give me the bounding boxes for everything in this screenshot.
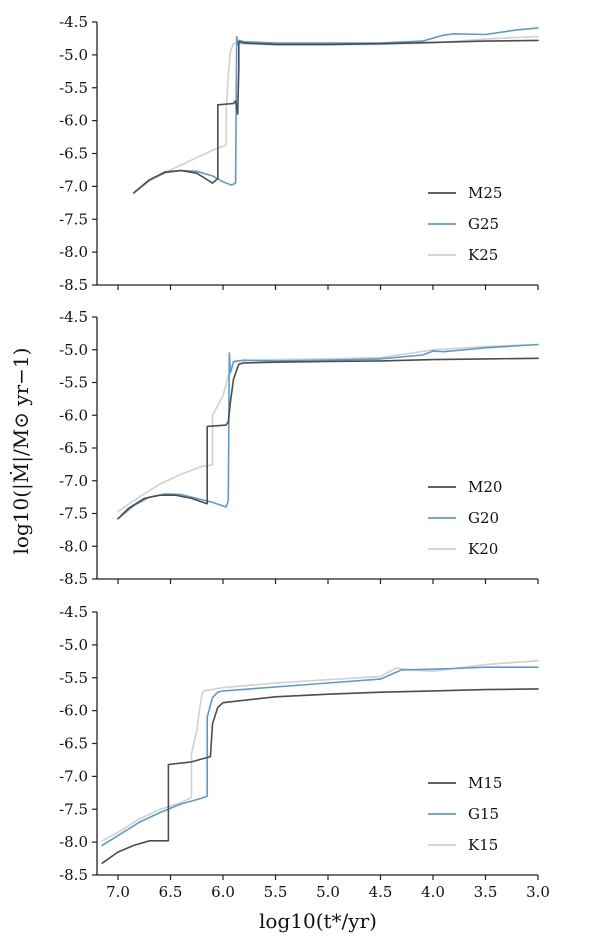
y-tick-label: -8.5 <box>59 866 88 884</box>
y-tick-label: -8.5 <box>59 570 88 588</box>
series-line-m25 <box>133 39 539 194</box>
x-tick-label: 6.5 <box>159 883 183 901</box>
y-tick-label: -6.0 <box>59 702 88 720</box>
series-line-g25 <box>133 27 539 194</box>
y-tick-label: -5.5 <box>59 669 88 687</box>
legend: M25 G25 K25 <box>428 184 502 264</box>
y-tick-label: -6.5 <box>59 735 88 753</box>
y-axis-title: log10(|Ṁ|/M⊙ yr−1) <box>9 348 34 555</box>
series-line-m15 <box>101 688 539 865</box>
panel-1: -4.5 -5.0 -5.5 -6.0 -6.5 -7.0 -7.5 -8.0 -8.5 M25 G… <box>59 13 539 294</box>
y-tick-label: -5.0 <box>59 636 88 654</box>
panels: -4.5 -5.0 -5.5 -6.0 -6.5 -7.0 -7.5 -8.0 -8.5 M25 G… <box>59 13 550 901</box>
panel-3: -4.5 -5.0 -5.5 -6.0 -6.5 -7.0 -7.5 -8.0 -8.5 7.0 6… <box>59 603 550 901</box>
series-line-m20 <box>117 357 539 520</box>
legend-label-k25: K25 <box>468 246 498 264</box>
y-tick-label: -4.5 <box>59 308 88 326</box>
series-line-g20 <box>117 343 539 520</box>
series-line-k20 <box>117 343 539 513</box>
y-tick-label: -8.0 <box>59 243 88 261</box>
y-tick-label: -4.5 <box>59 603 88 621</box>
x-axis-title: log10(t*/yr) <box>259 909 377 933</box>
x-tick-label: 7.0 <box>106 883 130 901</box>
y-tick-label: -5.5 <box>59 374 88 392</box>
x-tick-label: 4.0 <box>421 883 445 901</box>
y-tick-label: -5.0 <box>59 341 88 359</box>
x-tick-label: 3.0 <box>526 883 550 901</box>
y-tick-label: -6.0 <box>59 112 88 130</box>
x-tick-label: 5.5 <box>264 883 288 901</box>
y-tick-label: -7.5 <box>59 505 88 523</box>
x-tick-label: 6.0 <box>211 883 235 901</box>
y-tick-label: -5.0 <box>59 46 88 64</box>
legend-label-m20: M20 <box>468 478 502 496</box>
series-line-k25 <box>133 35 539 194</box>
panel-2: -4.5 -5.0 -5.5 -6.0 -6.5 -7.0 -7.5 -8.0 -8.5 M20 G… <box>59 308 539 588</box>
y-tick-label: -7.0 <box>59 177 88 195</box>
y-tick-label: -7.5 <box>59 800 88 818</box>
y-tick-label: -5.5 <box>59 79 88 97</box>
legend-label-k20: K20 <box>468 540 498 558</box>
legend-label-m15: M15 <box>468 774 502 792</box>
y-tick-label: -6.5 <box>59 439 88 457</box>
legend-label-g20: G20 <box>468 509 499 527</box>
y-tick-label: -8.5 <box>59 276 88 294</box>
y-tick-label: -6.5 <box>59 145 88 163</box>
y-tick-label: -4.5 <box>59 13 88 31</box>
series-line-g15 <box>101 666 539 847</box>
y-tick-label: -8.0 <box>59 537 88 555</box>
legend-label-k15: K15 <box>468 836 498 854</box>
legend: M15 G15 K15 <box>428 774 502 854</box>
y-tick-label: -7.5 <box>59 210 88 228</box>
legend-label-m25: M25 <box>468 184 502 202</box>
y-tick-label: -6.0 <box>59 406 88 424</box>
x-tick-label: 5.0 <box>316 883 340 901</box>
x-tick-label: 3.5 <box>474 883 498 901</box>
y-tick-label: -8.0 <box>59 833 88 851</box>
x-tick-label: 4.5 <box>369 883 393 901</box>
legend: M20 G20 K20 <box>428 478 502 558</box>
y-tick-label: -7.0 <box>59 472 88 490</box>
legend-label-g25: G25 <box>468 215 499 233</box>
y-tick-label: -7.0 <box>59 767 88 785</box>
legend-label-g15: G15 <box>468 805 499 823</box>
